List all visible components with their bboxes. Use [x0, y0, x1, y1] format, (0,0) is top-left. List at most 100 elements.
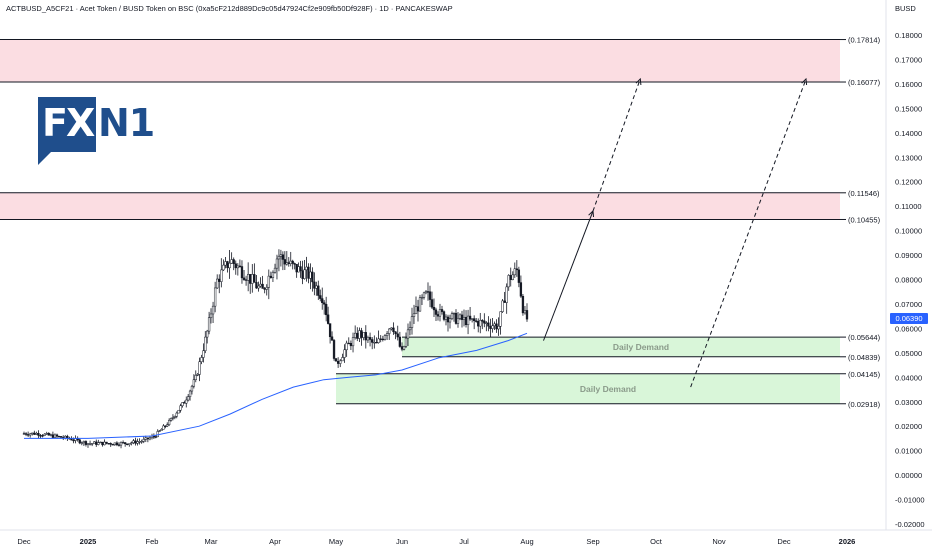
- candle-body: [26, 434, 30, 436]
- candle-body: [426, 291, 430, 293]
- candle-body: [57, 435, 61, 438]
- candle-body: [452, 312, 456, 315]
- candle-body: [167, 420, 171, 426]
- level-label: (0.10455): [848, 215, 881, 224]
- candle-body: [328, 323, 332, 338]
- candle-body: [232, 259, 235, 264]
- price-tick-label: 0.06000: [895, 324, 922, 333]
- candle-body: [479, 320, 482, 327]
- candle-body: [138, 441, 141, 443]
- candle-body: [236, 265, 239, 269]
- projection-line: [592, 78, 641, 212]
- price-tick-label: 0.07000: [895, 300, 922, 309]
- candle-body: [303, 269, 306, 279]
- candle-body: [132, 440, 135, 444]
- moving-average-line: [24, 332, 528, 439]
- candle-body: [400, 346, 404, 350]
- price-axis[interactable]: 0.18000 0.17000 0.16000 0.15000 0.14000 0.130…: [895, 31, 925, 529]
- candle-body: [271, 272, 275, 278]
- candle-body: [175, 412, 178, 417]
- candle-body: [162, 425, 165, 430]
- time-axis[interactable]: Dec 2025 Feb Mar Apr May Jun Jul Aug Sep Oct Nov Dec…: [17, 537, 855, 546]
- candle-body: [103, 441, 106, 446]
- candle-body: [124, 442, 127, 445]
- level-label: (0.16077): [848, 78, 881, 87]
- candle-body: [220, 269, 223, 282]
- candle-body: [332, 340, 336, 359]
- candle-body: [194, 375, 197, 380]
- candle-body: [325, 304, 328, 316]
- candle-body: [177, 409, 180, 414]
- time-tick-label: Aug: [520, 537, 533, 546]
- candle-body: [432, 307, 436, 311]
- candle-body: [323, 302, 326, 305]
- candle-body: [349, 343, 353, 347]
- candle-body: [464, 316, 468, 326]
- candle-body: [412, 313, 416, 317]
- chart-title: ACTBUSD_A5CF21 · Acet Token / BUSD Token…: [6, 4, 453, 13]
- supply-zone: [0, 39, 840, 83]
- candles-layer: [22, 249, 529, 449]
- candle-body: [244, 279, 248, 281]
- candle-body: [444, 316, 448, 320]
- candle-body: [146, 437, 150, 440]
- candle-body: [84, 441, 88, 445]
- candle-body: [295, 263, 298, 273]
- candle-body: [126, 443, 129, 445]
- candle-body: [513, 268, 516, 276]
- candle-body: [390, 327, 393, 330]
- candle-body: [249, 274, 252, 284]
- candle-body: [187, 396, 190, 401]
- currency-label: BUSD: [895, 4, 916, 13]
- candle-body: [317, 285, 320, 296]
- candle-body: [35, 433, 38, 435]
- candle-body: [169, 418, 173, 421]
- projection-line: [690, 78, 807, 388]
- candle-body: [402, 346, 406, 350]
- candle-body: [420, 297, 424, 299]
- candle-body: [55, 434, 59, 437]
- candle-body: [45, 433, 48, 435]
- candle-body: [345, 342, 348, 351]
- candle-body: [473, 318, 476, 322]
- candle-body: [60, 436, 63, 438]
- candle-body: [388, 328, 391, 334]
- candle-body: [497, 326, 500, 330]
- time-tick-label: Sep: [586, 537, 599, 546]
- candle-body: [392, 327, 395, 333]
- candle-body: [234, 263, 237, 269]
- candle-body: [119, 442, 123, 446]
- candle-body: [247, 274, 250, 281]
- candle-body: [218, 278, 221, 282]
- candle-body: [134, 440, 137, 444]
- candle-body: [190, 385, 194, 392]
- candle-body: [521, 295, 525, 314]
- candle-body: [164, 425, 167, 427]
- candle-body: [414, 306, 418, 315]
- candle-body: [196, 374, 199, 376]
- candle-body: [466, 315, 470, 326]
- candle-body: [72, 439, 75, 442]
- price-tick-label: 0.09000: [895, 251, 922, 260]
- candle-body: [364, 332, 367, 341]
- levels-layer: (0.17814) (0.16077) (0.11546) (0.10455) (0.0…: [0, 36, 881, 409]
- price-tick-label: 0.10000: [895, 227, 922, 236]
- current-price-tag: 0.06390: [890, 313, 928, 324]
- candle-body: [458, 314, 462, 319]
- candle-body: [185, 399, 188, 404]
- price-tick-label: 0.15000: [895, 104, 922, 113]
- candle-body: [202, 350, 205, 358]
- candle-body: [49, 434, 52, 436]
- level-label: (0.17814): [848, 36, 881, 45]
- candle-body: [136, 441, 139, 444]
- candle-body: [152, 436, 156, 438]
- candle-body: [95, 441, 98, 445]
- candle-body: [326, 314, 330, 324]
- moving-average-layer: [24, 332, 528, 439]
- candle-body: [343, 349, 346, 358]
- candle-body: [503, 300, 506, 303]
- candle-body: [166, 424, 169, 427]
- candle-body: [181, 402, 184, 407]
- candle-body: [33, 432, 36, 435]
